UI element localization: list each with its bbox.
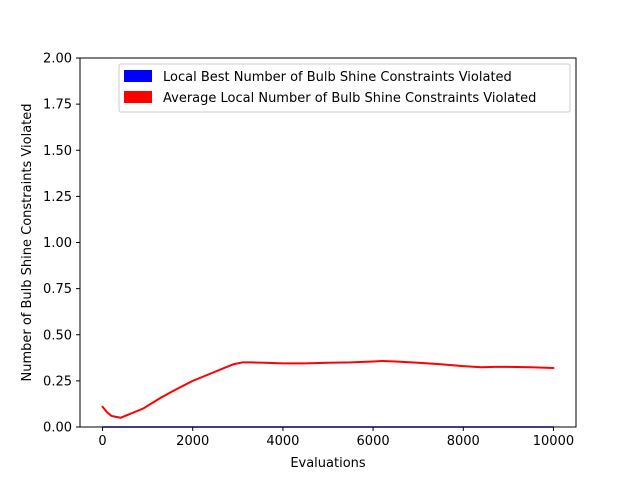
series-line-2 [101,359,555,419]
y-tick-label: 0.00 [43,421,72,436]
y-tick-label: 0.50 [43,328,72,343]
plot-area [101,359,555,428]
y-tick-label: 1.25 [43,190,72,205]
legend-swatch-2 [124,91,152,103]
x-tick-label: 6000 [357,434,390,449]
legend: Local Best Number of Bulb Shine Constrai… [118,63,571,113]
y-tick-label: 0.75 [43,282,72,297]
x-tick-label: 4000 [266,434,299,449]
legend-swatch-1 [124,70,152,82]
x-tick-label: 0 [98,434,106,449]
x-axis-label: Evaluations [290,456,366,471]
y-tick-label: 2.00 [43,52,72,67]
x-tick-label: 8000 [447,434,480,449]
y-tick-label: 0.25 [43,374,72,389]
axes-frame [79,57,577,428]
y-tick-label: 1.75 [43,98,72,113]
legend-label-2: Average Local Number of Bulb Shine Const… [163,91,536,106]
legend-label-1: Local Best Number of Bulb Shine Constrai… [163,70,512,85]
axes: 0 2000 4000 6000 8000 10000 0.00 0.25 0.50 0.75 1.… [43,52,577,449]
x-tick-label: 10000 [533,434,574,449]
y-tick-label: 1.00 [43,236,72,251]
legend-box [118,63,571,113]
x-tick-label: 2000 [176,434,209,449]
y-tick-label: 1.50 [43,144,72,159]
y-axis-label: Number of Bulb Shine Constraints Violate… [20,103,35,381]
